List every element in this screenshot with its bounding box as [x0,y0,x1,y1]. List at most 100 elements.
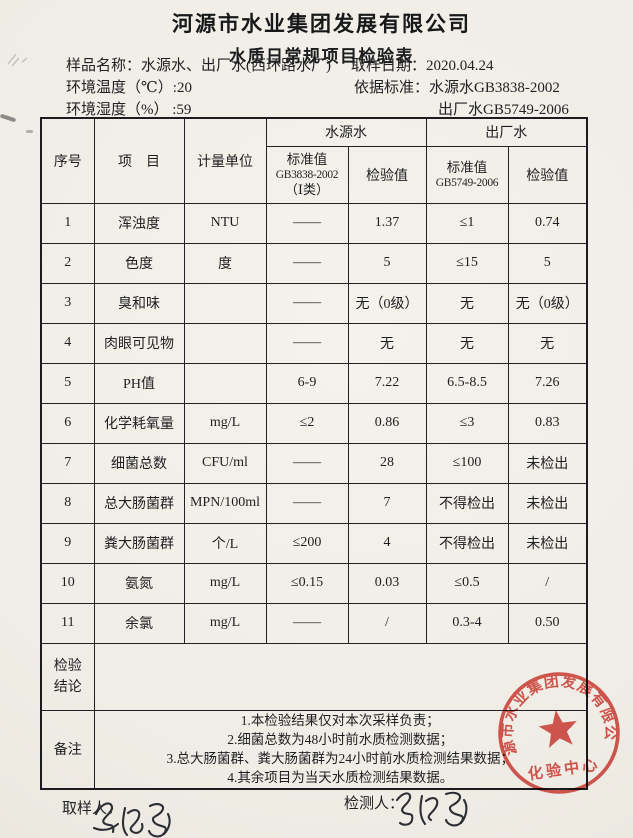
col-header-unit: 计量单位 [183,117,267,204]
cell-outlet-value: 未检出 [507,442,588,484]
source-standard-class: （Ⅰ类） [284,181,330,197]
sample-name-value: 水源水、出厂水(西环路水厂) [141,58,332,74]
cell-seq: 3 [40,282,95,324]
standard-outlet-value: 出厂水GB5749-2006 [438,102,569,118]
cell-outlet-value: 0.50 [507,602,588,644]
cell-outlet-value: 无（0级） [507,282,588,324]
cell-unit [183,322,267,364]
cell-item: 细菌总数 [93,442,185,484]
cell-item: 色度 [93,242,185,284]
cell-unit [183,282,267,324]
source-standard-code: GB3838-2002 [275,168,339,181]
cell-outlet-standard: ≤0.5 [425,562,509,604]
cell-seq: 11 [40,602,95,644]
cell-seq: 10 [40,562,95,604]
cell-source-value: / [347,602,427,644]
outlet-standard-label: 标准值 [446,159,488,175]
outlet-standard-code: GB5749-2006 [435,176,499,189]
cell-outlet-value: / [507,562,588,604]
cell-outlet-standard: 不得检出 [425,522,509,564]
sampler-label: 取样人： [62,801,123,817]
cell-source-standard: ≤2 [265,402,349,444]
scan-artifact [0,113,17,123]
cell-source-value: 4 [347,522,427,564]
table-row: 4 肉眼可见物 —— 无 无 无 [40,322,588,364]
conclusion-label: 检验 结论 [40,642,95,711]
cell-outlet-standard: 0.3-4 [425,602,509,644]
col-header-source-standard: 标准值 GB3838-2002 （Ⅰ类） [265,145,349,204]
cell-outlet-standard: 无 [425,282,509,324]
cell-outlet-standard: 6.5-8.5 [425,362,509,404]
cell-item: PH值 [93,362,185,404]
cell-source-value: 7 [347,482,427,524]
cell-source-standard: —— [265,282,349,324]
cell-item: 浑浊度 [93,202,185,244]
table-row: 11 余氯 mg/L —— / 0.3-4 0.50 [40,602,588,644]
remark-line: 4.其余项目为当天水质检测结果数据。 [227,770,454,786]
remarks-label: 备注 [40,709,95,790]
cell-source-value: 5 [347,242,427,284]
cell-outlet-standard: 无 [425,322,509,364]
company-title: 河源市水业集团发展有限公司 [172,12,471,36]
table-row: 1 浑浊度 NTU —— 1.37 ≤1 0.74 [40,202,588,244]
cell-unit: 个/L [183,522,267,564]
cell-seq: 9 [40,522,95,564]
cell-item: 余氯 [93,602,185,644]
cell-unit: mg/L [183,402,267,444]
sampling-date-line: 取样日期：2020.04.24 [351,54,494,75]
table-row: 6 化学耗氧量 mg/L ≤2 0.86 ≤3 0.83 [40,402,588,444]
cell-seq: 1 [40,202,95,244]
cell-source-value: 28 [347,442,427,484]
cell-item: 臭和味 [93,282,185,324]
cell-outlet-standard: ≤3 [425,402,509,444]
env-temp-line: 环境温度（℃）:20 [66,80,192,96]
group-header-source-water: 水源水 [265,117,427,147]
standard-line: 依据标准：水源水GB3838-2002 [354,76,560,97]
cell-item: 化学耗氧量 [93,402,185,444]
cell-unit: MPN/100ml [183,482,267,524]
cell-outlet-value: 5 [507,242,588,284]
cell-unit: mg/L [183,562,267,604]
cell-seq: 4 [40,322,95,364]
sample-name-line: 样品名称：水源水、出厂水(西环路水厂) [66,54,331,75]
tester-signature [395,791,468,827]
table-row: 8 总大肠菌群 MPN/100ml —— 7 不得检出 未检出 [40,482,588,524]
col-header-seq: 序号 [40,117,95,204]
remark-line: 3.总大肠菌群、粪大肠菌群为24小时前水质检测结果数据； [166,751,515,767]
table-row: 9 粪大肠菌群 个/L ≤200 4 不得检出 未检出 [40,522,588,564]
cell-source-standard: ≤200 [265,522,349,564]
cell-outlet-value: 未检出 [507,482,588,524]
cell-outlet-standard: 不得检出 [425,482,509,524]
table-row: 10 氨氮 mg/L ≤0.15 0.03 ≤0.5 / [40,562,588,604]
col-header-outlet-value: 检验值 [507,145,588,204]
remark-line: 2.细菌总数为48小时前水质检测数据； [227,732,454,748]
document-header: 河源市水业集团发展有限公司 水质日常规项目检验表 [0,8,633,67]
cell-unit [183,362,267,404]
cell-item: 粪大肠菌群 [93,522,185,564]
tester-label: 检测人： [344,796,405,812]
scan-artifact [26,130,33,133]
inspection-table: 序号 项 目 计量单位 水源水 出厂水 标准值 GB3838-2002 （Ⅰ类）… [40,117,588,790]
cell-outlet-standard: ≤15 [425,242,509,284]
cell-item: 总大肠菌群 [93,482,185,524]
sampling-date-value: 2020.04.24 [426,58,494,74]
cell-item: 氨氮 [93,562,185,604]
cell-outlet-standard: ≤1 [425,202,509,244]
table-row: 2 色度 度 —— 5 ≤15 5 [40,242,588,284]
cell-outlet-standard: ≤100 [425,442,509,484]
cell-source-value: 7.22 [347,362,427,404]
source-standard-label: 标准值 [286,151,328,167]
cell-source-value: 0.86 [347,402,427,444]
cell-source-value: 1.37 [347,202,427,244]
sampling-date-label: 取样日期： [351,58,427,74]
cell-source-value: 无（0级） [347,282,427,324]
cell-source-standard: —— [265,202,349,244]
cell-unit: NTU [183,202,267,244]
col-header-source-value: 检验值 [347,145,427,204]
table-row: 7 细菌总数 CFU/ml —— 28 ≤100 未检出 [40,442,588,484]
cell-seq: 6 [40,402,95,444]
cell-seq: 5 [40,362,95,404]
cell-unit: 度 [183,242,267,284]
standard-source-value: 水源水GB3838-2002 [429,80,560,96]
